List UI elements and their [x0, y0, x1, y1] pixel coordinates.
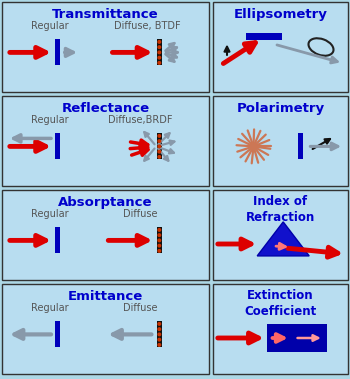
Text: Reflectance: Reflectance: [62, 102, 149, 115]
Bar: [55, 133, 61, 160]
Polygon shape: [257, 222, 309, 256]
Circle shape: [158, 41, 161, 43]
Text: Diffuse,BRDF: Diffuse,BRDF: [108, 115, 173, 125]
FancyBboxPatch shape: [2, 96, 209, 186]
Circle shape: [158, 328, 161, 330]
Text: Ellipsometry: Ellipsometry: [233, 8, 328, 21]
Text: Regular: Regular: [31, 21, 68, 31]
Text: Extinction
Coefficient: Extinction Coefficient: [244, 289, 317, 318]
Circle shape: [158, 344, 161, 346]
Bar: [55, 321, 61, 348]
Circle shape: [158, 135, 161, 137]
Bar: [246, 33, 282, 40]
Bar: [55, 227, 61, 254]
Text: Diffuse: Diffuse: [124, 209, 158, 219]
FancyBboxPatch shape: [213, 96, 348, 186]
FancyBboxPatch shape: [2, 190, 209, 280]
Text: Emittance: Emittance: [68, 290, 143, 303]
Text: Diffuse: Diffuse: [124, 303, 158, 313]
Circle shape: [158, 150, 161, 153]
Circle shape: [158, 234, 161, 236]
Text: Absorptance: Absorptance: [58, 196, 153, 209]
Bar: [298, 133, 303, 160]
Text: Regular: Regular: [31, 209, 68, 219]
Text: Transmittance: Transmittance: [52, 8, 159, 21]
Bar: [267, 324, 327, 352]
Circle shape: [158, 46, 161, 49]
Circle shape: [158, 323, 161, 325]
Circle shape: [158, 239, 161, 242]
Circle shape: [158, 145, 161, 148]
Circle shape: [158, 244, 161, 247]
FancyBboxPatch shape: [2, 284, 209, 374]
Text: Index of
Refraction: Index of Refraction: [246, 195, 315, 224]
FancyBboxPatch shape: [213, 2, 348, 92]
Bar: [157, 39, 162, 66]
Circle shape: [158, 250, 161, 252]
Text: Regular: Regular: [31, 303, 68, 313]
Circle shape: [158, 140, 161, 143]
Bar: [55, 39, 61, 66]
Bar: [157, 321, 162, 348]
Bar: [157, 227, 162, 254]
Circle shape: [158, 333, 161, 336]
Circle shape: [158, 51, 161, 54]
Circle shape: [158, 338, 161, 341]
Text: Polarimetry: Polarimetry: [237, 102, 324, 115]
Bar: [157, 133, 162, 160]
FancyBboxPatch shape: [213, 284, 348, 374]
Circle shape: [158, 56, 161, 59]
Text: Diffuse, BTDF: Diffuse, BTDF: [114, 21, 180, 31]
FancyBboxPatch shape: [213, 190, 348, 280]
FancyBboxPatch shape: [2, 2, 209, 92]
Circle shape: [158, 229, 161, 231]
Circle shape: [158, 156, 161, 158]
Circle shape: [158, 62, 161, 64]
Text: Regular: Regular: [31, 115, 68, 125]
